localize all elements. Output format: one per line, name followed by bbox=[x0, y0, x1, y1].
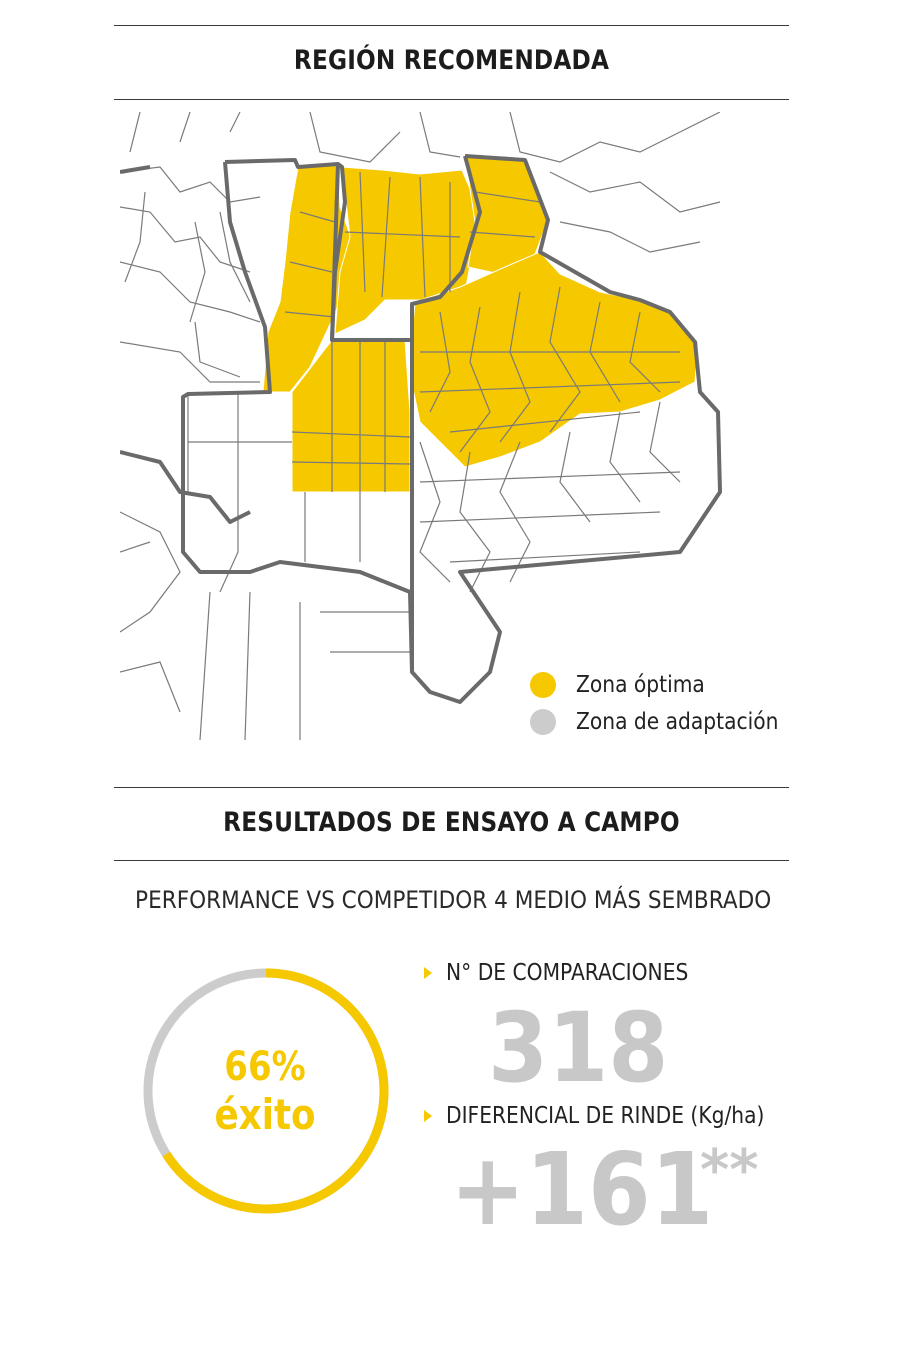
region-title: REGIÓN RECOMENDADA bbox=[293, 45, 610, 76]
results-subtitle: PERFORMANCE VS COMPETIDOR 4 MEDIO MÁS SE… bbox=[135, 886, 772, 914]
yield-diff-footnote: ** bbox=[700, 1138, 759, 1203]
comparisons-label-text: N° DE COMPARACIONES bbox=[446, 960, 689, 986]
yield-diff-value: +161 bbox=[450, 1131, 714, 1248]
success-donut bbox=[143, 968, 389, 1214]
optimal-zone bbox=[262, 155, 699, 493]
results-title-rule bbox=[114, 860, 789, 861]
legend-optimal: Zona óptima bbox=[530, 672, 722, 698]
region-map bbox=[120, 112, 722, 740]
comparisons-label: N° DE COMPARACIONES bbox=[424, 960, 721, 986]
legend-optimal-label: Zona óptima bbox=[576, 672, 705, 698]
province-borders bbox=[120, 154, 722, 704]
region-title-rule bbox=[114, 99, 789, 100]
success-percent: 66% bbox=[224, 1044, 306, 1090]
adaptation-dot-icon bbox=[530, 709, 556, 735]
arrow-right-icon bbox=[424, 967, 432, 979]
success-word: éxito bbox=[214, 1090, 316, 1139]
arrow-right-icon bbox=[424, 1110, 432, 1122]
comparisons-value: 318 bbox=[488, 992, 669, 1104]
results-title: RESULTADOS DE ENSAYO A CAMPO bbox=[223, 807, 680, 838]
legend-adaptation: Zona de adaptación bbox=[530, 709, 806, 735]
legend-adaptation-label: Zona de adaptación bbox=[576, 709, 779, 735]
results-top-rule bbox=[114, 787, 789, 788]
optimal-dot-icon bbox=[530, 672, 556, 698]
yield-diff-label-text: DIFERENCIAL DE RINDE (Kg/ha) bbox=[446, 1103, 765, 1129]
top-rule bbox=[114, 25, 789, 26]
yield-diff-label: DIFERENCIAL DE RINDE (Kg/ha) bbox=[424, 1103, 808, 1129]
donut-success-arc bbox=[143, 968, 389, 1214]
